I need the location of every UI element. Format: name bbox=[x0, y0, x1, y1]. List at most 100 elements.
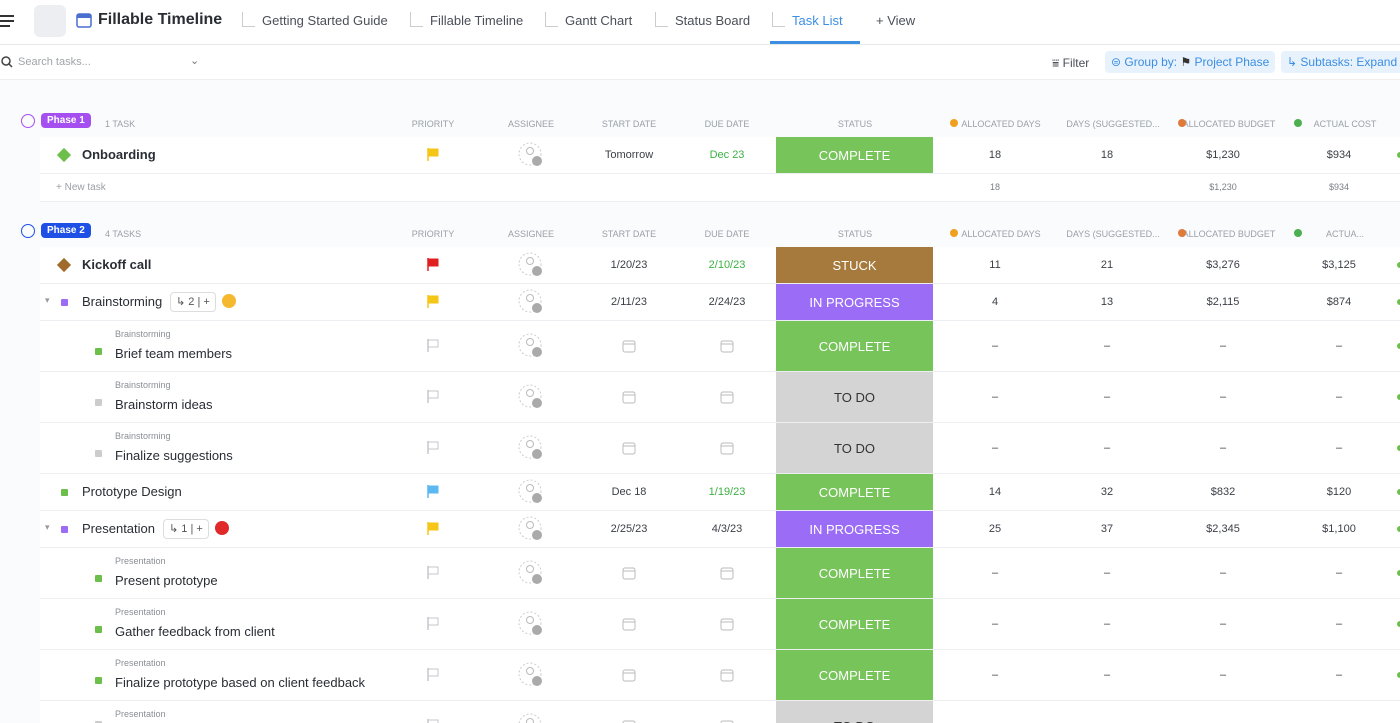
task-row[interactable]: Kickoff call 1/20/23 2/10/23 STUCK 11 21 $3,27… bbox=[40, 247, 1400, 284]
tab[interactable]: Fillable Timeline bbox=[430, 13, 524, 28]
search-dropdown[interactable]: ⌄ bbox=[190, 55, 200, 67]
task-name[interactable]: Onboarding bbox=[82, 146, 156, 162]
task-name[interactable]: Finalize suggestions bbox=[115, 448, 233, 463]
expand-caret[interactable]: ▾ bbox=[45, 294, 50, 305]
allocated-days: – bbox=[991, 390, 999, 403]
group-toggle[interactable] bbox=[21, 114, 35, 128]
parent-label: Presentation bbox=[115, 658, 166, 668]
task-list: Phase 1 1 TASK PRIORITY ASSIGNEE START DATE D… bbox=[0, 80, 1400, 723]
subtask-badge[interactable]: ↳ 1 | + bbox=[163, 518, 209, 539]
start-date-icon bbox=[622, 339, 636, 358]
status[interactable]: IN PROGRESS bbox=[776, 511, 933, 547]
total-allocated-days: 18 bbox=[989, 182, 1001, 192]
subtask-count: 1 bbox=[181, 522, 188, 535]
status[interactable]: TO DO bbox=[776, 701, 933, 723]
task-name[interactable]: Finalize prototype based on client feedb… bbox=[115, 675, 366, 690]
status[interactable]: COMPLETE bbox=[776, 321, 933, 371]
allocated-days: – bbox=[991, 566, 999, 579]
allocated-days: – bbox=[991, 339, 999, 352]
column-header: DAYS (SUGGESTED... bbox=[1066, 229, 1160, 239]
task-name[interactable]: Kickoff call bbox=[82, 256, 152, 272]
status[interactable]: COMPLETE bbox=[776, 599, 933, 649]
assignee bbox=[518, 479, 544, 510]
status[interactable]: TO DO bbox=[776, 423, 933, 473]
subtask-badge[interactable]: ↳ 2 | + bbox=[170, 291, 216, 312]
tab[interactable]: Status Board bbox=[675, 13, 751, 28]
start-date-icon bbox=[622, 441, 636, 460]
status[interactable]: IN PROGRESS bbox=[776, 284, 933, 320]
task-name[interactable]: Brainstorm ideas bbox=[115, 397, 213, 412]
task-row[interactable]: Brainstorming Finalize suggestions TO DO – –… bbox=[40, 423, 1400, 474]
priority-flag bbox=[427, 147, 439, 166]
allocated-budget: $2,345 bbox=[1206, 522, 1240, 535]
task-row[interactable]: ▾ Brainstorming ↳ 2 | + 2/11/23 2/24/23 IN PR… bbox=[40, 284, 1400, 321]
group-by-button[interactable]: ⊜ Group by: ⚑ Project Phase bbox=[1105, 51, 1276, 73]
edge-dot bbox=[1397, 444, 1400, 451]
tab[interactable]: Task List bbox=[792, 13, 843, 28]
task-name[interactable]: Presentation bbox=[82, 520, 155, 536]
due-date: 1/19/23 bbox=[708, 485, 746, 498]
task-name[interactable]: Gather feedback from client bbox=[115, 624, 275, 639]
edge-dot bbox=[1397, 488, 1400, 495]
group-toggle[interactable] bbox=[21, 224, 35, 238]
actual-cost: – bbox=[1335, 441, 1343, 454]
allocated-days: 4 bbox=[991, 295, 999, 308]
priority-flag bbox=[427, 484, 439, 503]
status[interactable]: STUCK bbox=[776, 247, 933, 283]
toolbar: Search tasks... ⌄ ⩸ Filter ⊜ Group by: ⚑… bbox=[0, 45, 1400, 80]
space-icon[interactable] bbox=[34, 5, 66, 37]
task-row[interactable]: Brainstorming Brief team members COMPLETE –… bbox=[40, 321, 1400, 372]
task-row[interactable]: ▾ Presentation ↳ 1 | + 2/25/23 4/3/23 IN PROG… bbox=[40, 511, 1400, 548]
task-name[interactable]: Brief team members bbox=[115, 346, 233, 361]
column-icon bbox=[1178, 119, 1186, 127]
task-name[interactable]: Prototype Design bbox=[82, 483, 182, 499]
filter-button[interactable]: ⩸ Filter bbox=[1052, 56, 1090, 70]
days-suggested: – bbox=[1103, 339, 1111, 352]
priority-flag bbox=[427, 667, 439, 686]
group: Phase 2 4 TASKS PRIORITY ASSIGNEE START DATE… bbox=[0, 220, 1400, 239]
actual-cost: – bbox=[1335, 566, 1343, 579]
tab[interactable]: Getting Started Guide bbox=[262, 13, 388, 28]
group: Phase 1 1 TASK PRIORITY ASSIGNEE START DATE D… bbox=[0, 110, 1400, 129]
task-row[interactable]: Presentation Finalize prototype based on … bbox=[40, 650, 1400, 701]
tab-icon bbox=[545, 12, 558, 27]
tab[interactable]: Gantt Chart bbox=[565, 13, 633, 28]
status[interactable]: COMPLETE bbox=[776, 474, 933, 510]
task-row[interactable]: Brainstorming Brainstorm ideas TO DO – – – – bbox=[40, 372, 1400, 423]
actual-cost: $934 bbox=[1326, 148, 1352, 161]
task-row[interactable]: Presentation TO DO bbox=[40, 701, 1400, 723]
subtask-count: 2 bbox=[188, 295, 195, 308]
status[interactable]: TO DO bbox=[776, 372, 933, 422]
status[interactable]: COMPLETE bbox=[776, 650, 933, 700]
task-row[interactable]: Prototype Design Dec 18 1/19/23 COMPLETE 14 3… bbox=[40, 474, 1400, 511]
task-row[interactable]: Presentation Present prototype COMPLETE – – –… bbox=[40, 548, 1400, 599]
start-date: 2/11/23 bbox=[611, 295, 647, 308]
days-suggested: 13 bbox=[1100, 295, 1114, 308]
edge-dot bbox=[1397, 151, 1400, 158]
subtasks-button[interactable]: ↳ Subtasks: Expand All bbox=[1281, 51, 1400, 73]
status[interactable]: COMPLETE bbox=[776, 137, 933, 173]
assignee bbox=[518, 713, 544, 723]
task-row[interactable]: Presentation Gather feedback from client C… bbox=[40, 599, 1400, 650]
due-date-icon bbox=[720, 617, 734, 636]
add-view[interactable]: + View bbox=[876, 13, 916, 28]
edge-dot bbox=[1397, 569, 1400, 576]
menu-icon[interactable] bbox=[0, 14, 16, 28]
new-task-row[interactable]: + New task 18 $1,230 $934 bbox=[40, 174, 1400, 202]
allocated-budget: – bbox=[1219, 390, 1227, 403]
task-row[interactable]: Onboarding Tomorrow Dec 23 COMPLETE 18 18 $1,2… bbox=[40, 137, 1400, 174]
new-task[interactable]: + New task bbox=[56, 182, 106, 193]
priority-flag bbox=[427, 616, 439, 635]
column-icon bbox=[1178, 229, 1186, 237]
status[interactable]: COMPLETE bbox=[776, 548, 933, 598]
task-name[interactable]: Present prototype bbox=[115, 573, 218, 588]
expand-caret[interactable]: ▾ bbox=[45, 521, 50, 532]
column-header: ALLOCATED BUDGET bbox=[1182, 229, 1276, 239]
due-date-icon bbox=[720, 668, 734, 687]
edge-dot bbox=[1397, 342, 1400, 349]
allocated-days: 11 bbox=[989, 258, 1001, 271]
search-input[interactable]: Search tasks... bbox=[18, 56, 91, 68]
task-name[interactable]: Brainstorming bbox=[82, 293, 163, 309]
start-date: Dec 18 bbox=[611, 485, 647, 498]
days-suggested: 21 bbox=[1100, 258, 1114, 271]
